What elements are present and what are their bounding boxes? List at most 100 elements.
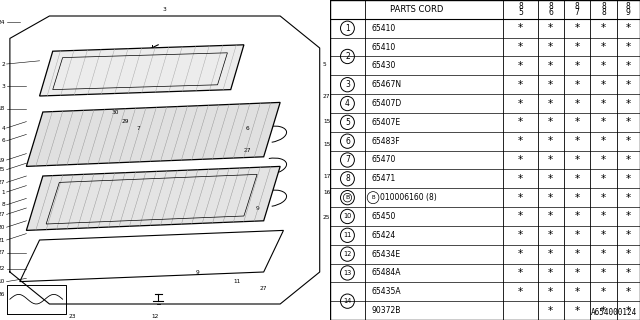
Text: *: * [518, 117, 523, 127]
Text: 13: 13 [343, 270, 351, 276]
Text: *: * [626, 155, 631, 165]
Text: *: * [518, 287, 523, 297]
Text: 65434E: 65434E [371, 250, 401, 259]
Text: *: * [575, 99, 580, 108]
Text: 6: 6 [245, 125, 249, 131]
Text: *: * [601, 212, 606, 221]
Text: 10: 10 [343, 213, 351, 220]
Text: 27: 27 [323, 93, 330, 99]
Text: *: * [575, 23, 580, 33]
Text: *: * [575, 268, 580, 278]
Text: *: * [548, 268, 554, 278]
Text: 26: 26 [0, 292, 5, 297]
Text: 90372B: 90372B [371, 306, 401, 315]
Text: *: * [601, 117, 606, 127]
Text: 65407E: 65407E [371, 118, 401, 127]
Text: *: * [575, 136, 580, 146]
Text: *: * [575, 193, 580, 203]
Text: 27: 27 [0, 250, 5, 255]
Text: *: * [626, 61, 631, 71]
Text: *: * [626, 230, 631, 240]
Text: *: * [626, 23, 631, 33]
Text: 24: 24 [0, 20, 5, 25]
Text: *: * [626, 117, 631, 127]
Text: 11: 11 [234, 279, 241, 284]
Text: 27: 27 [0, 212, 5, 217]
Text: *: * [548, 23, 554, 33]
Text: *: * [548, 174, 554, 184]
Text: 8: 8 [601, 8, 606, 17]
Text: *: * [575, 249, 580, 259]
Text: *: * [626, 174, 631, 184]
Text: *: * [518, 174, 523, 184]
Text: *: * [575, 230, 580, 240]
Text: *: * [518, 193, 523, 203]
Text: *: * [518, 99, 523, 108]
Text: 9: 9 [255, 205, 259, 211]
Text: B: B [346, 195, 349, 200]
Text: 65410: 65410 [371, 24, 396, 33]
Text: 25: 25 [323, 215, 330, 220]
Text: 8: 8 [518, 2, 523, 11]
Text: *: * [626, 99, 631, 108]
Text: 23: 23 [68, 314, 76, 319]
Text: 7: 7 [575, 8, 580, 17]
Text: 65470: 65470 [371, 156, 396, 164]
Text: *: * [548, 249, 554, 259]
Text: 65435A: 65435A [371, 287, 401, 296]
Text: *: * [575, 80, 580, 90]
Polygon shape [26, 166, 280, 230]
Text: 16: 16 [323, 189, 330, 195]
Text: *: * [518, 61, 523, 71]
Text: *: * [601, 249, 606, 259]
Text: *: * [518, 23, 523, 33]
Text: *: * [601, 61, 606, 71]
Text: *: * [626, 80, 631, 90]
Text: 14: 14 [343, 298, 351, 304]
Text: 7: 7 [345, 156, 350, 164]
Text: 3: 3 [345, 80, 350, 89]
Polygon shape [26, 102, 280, 166]
Text: 2: 2 [345, 52, 350, 61]
Text: PARTS CORD: PARTS CORD [390, 5, 443, 14]
Polygon shape [40, 45, 244, 96]
Text: 10: 10 [0, 279, 5, 284]
Text: 9: 9 [626, 8, 631, 17]
Text: *: * [548, 117, 554, 127]
Text: *: * [601, 230, 606, 240]
Text: *: * [601, 287, 606, 297]
Text: *: * [575, 42, 580, 52]
Text: *: * [518, 249, 523, 259]
Text: *: * [575, 155, 580, 165]
Text: 8: 8 [345, 174, 350, 183]
Text: 9: 9 [196, 269, 200, 275]
Text: 12: 12 [151, 314, 159, 319]
Text: 17: 17 [323, 173, 330, 179]
Text: 20: 20 [0, 225, 5, 230]
Text: 8: 8 [575, 2, 579, 11]
Text: *: * [518, 80, 523, 90]
Text: *: * [575, 117, 580, 127]
Text: 21: 21 [0, 237, 5, 243]
Text: *: * [601, 268, 606, 278]
Text: 3: 3 [163, 7, 166, 12]
Text: *: * [575, 212, 580, 221]
Text: 8: 8 [1, 202, 5, 207]
Text: 5: 5 [323, 61, 327, 67]
Text: *: * [626, 193, 631, 203]
Text: *: * [601, 193, 606, 203]
Text: *: * [626, 306, 631, 316]
Text: 65467N: 65467N [371, 80, 402, 89]
Text: 65407D: 65407D [371, 99, 402, 108]
Text: 1: 1 [345, 24, 350, 33]
Text: 8: 8 [548, 2, 553, 11]
Text: 19: 19 [0, 157, 5, 163]
Text: A654000124: A654000124 [591, 308, 637, 317]
Text: 6: 6 [345, 137, 350, 146]
Text: *: * [601, 306, 606, 316]
Text: 65484A: 65484A [371, 268, 401, 277]
Text: *: * [548, 193, 554, 203]
Text: 3: 3 [1, 84, 5, 89]
Text: *: * [601, 99, 606, 108]
Text: *: * [548, 287, 554, 297]
